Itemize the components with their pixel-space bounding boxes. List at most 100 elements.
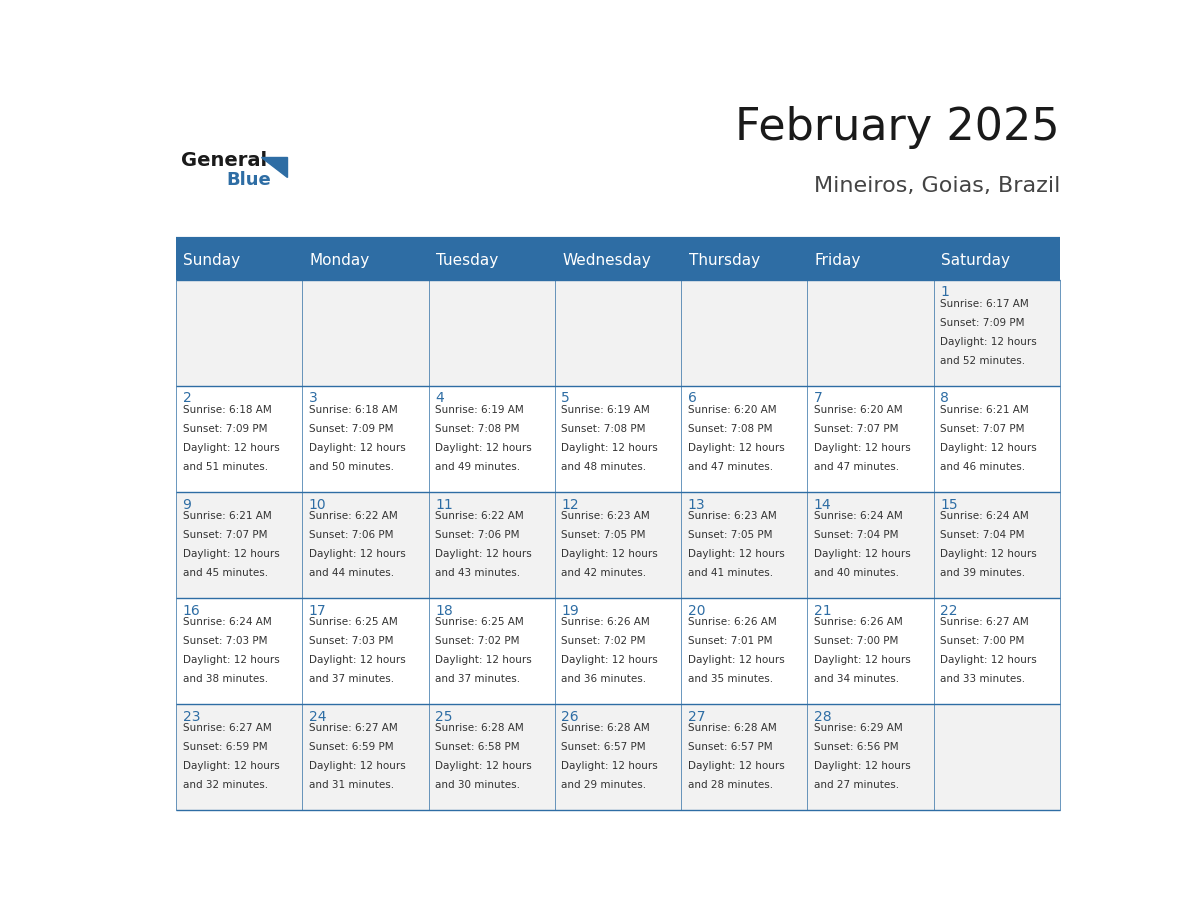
Text: and 29 minutes.: and 29 minutes. xyxy=(562,780,646,790)
Text: 14: 14 xyxy=(814,498,832,511)
Text: Sunset: 6:57 PM: Sunset: 6:57 PM xyxy=(562,742,646,752)
Bar xyxy=(808,280,934,386)
Text: Friday: Friday xyxy=(815,252,861,268)
Text: General: General xyxy=(181,151,267,170)
Text: Sunset: 7:06 PM: Sunset: 7:06 PM xyxy=(309,530,393,540)
Text: and 46 minutes.: and 46 minutes. xyxy=(940,462,1025,472)
Polygon shape xyxy=(261,157,286,176)
Text: and 51 minutes.: and 51 minutes. xyxy=(183,462,267,472)
Text: Sunrise: 6:27 AM: Sunrise: 6:27 AM xyxy=(183,723,271,733)
Text: and 37 minutes.: and 37 minutes. xyxy=(435,674,520,684)
Text: Sunrise: 6:29 AM: Sunrise: 6:29 AM xyxy=(814,723,903,733)
Text: Blue: Blue xyxy=(227,172,272,189)
Text: Sunrise: 6:22 AM: Sunrise: 6:22 AM xyxy=(309,511,398,521)
Text: and 32 minutes.: and 32 minutes. xyxy=(183,780,267,790)
Text: Sunrise: 6:20 AM: Sunrise: 6:20 AM xyxy=(814,405,903,415)
Text: Daylight: 12 hours: Daylight: 12 hours xyxy=(309,655,405,666)
Text: Sunrise: 6:22 AM: Sunrise: 6:22 AM xyxy=(435,511,524,521)
Text: 3: 3 xyxy=(309,391,317,406)
Bar xyxy=(429,386,555,492)
Text: Mineiros, Goias, Brazil: Mineiros, Goias, Brazil xyxy=(814,176,1060,196)
Text: Daylight: 12 hours: Daylight: 12 hours xyxy=(688,443,784,453)
Text: and 49 minutes.: and 49 minutes. xyxy=(435,462,520,472)
Text: 26: 26 xyxy=(562,710,579,723)
Text: and 40 minutes.: and 40 minutes. xyxy=(814,568,899,578)
Bar xyxy=(934,492,1060,598)
Text: Sunset: 6:57 PM: Sunset: 6:57 PM xyxy=(688,742,772,752)
Text: and 36 minutes.: and 36 minutes. xyxy=(562,674,646,684)
Text: Daylight: 12 hours: Daylight: 12 hours xyxy=(814,761,911,771)
Bar xyxy=(429,241,555,280)
Text: Sunset: 7:08 PM: Sunset: 7:08 PM xyxy=(562,424,646,434)
Text: and 34 minutes.: and 34 minutes. xyxy=(814,674,899,684)
Text: and 30 minutes.: and 30 minutes. xyxy=(435,780,520,790)
Text: 6: 6 xyxy=(688,391,696,406)
Text: Sunset: 7:03 PM: Sunset: 7:03 PM xyxy=(183,636,267,646)
Bar xyxy=(555,492,681,598)
Text: Sunset: 6:59 PM: Sunset: 6:59 PM xyxy=(309,742,393,752)
Text: Sunrise: 6:21 AM: Sunrise: 6:21 AM xyxy=(940,405,1029,415)
Bar xyxy=(808,704,934,810)
Text: Sunrise: 6:28 AM: Sunrise: 6:28 AM xyxy=(435,723,524,733)
Bar xyxy=(681,704,808,810)
Bar xyxy=(176,598,303,704)
Text: Daylight: 12 hours: Daylight: 12 hours xyxy=(562,549,658,559)
Bar xyxy=(176,704,303,810)
Text: and 35 minutes.: and 35 minutes. xyxy=(688,674,772,684)
Text: 8: 8 xyxy=(940,391,949,406)
Text: Daylight: 12 hours: Daylight: 12 hours xyxy=(940,655,1037,666)
Text: 9: 9 xyxy=(183,498,191,511)
Text: Sunrise: 6:26 AM: Sunrise: 6:26 AM xyxy=(814,617,903,627)
Text: 10: 10 xyxy=(309,498,327,511)
Text: 16: 16 xyxy=(183,603,201,618)
Text: 24: 24 xyxy=(309,710,327,723)
Bar xyxy=(808,241,934,280)
Text: Sunrise: 6:24 AM: Sunrise: 6:24 AM xyxy=(940,511,1029,521)
Bar xyxy=(681,280,808,386)
Text: 13: 13 xyxy=(688,498,706,511)
Text: Sunset: 7:04 PM: Sunset: 7:04 PM xyxy=(814,530,898,540)
Text: Daylight: 12 hours: Daylight: 12 hours xyxy=(688,761,784,771)
Text: Daylight: 12 hours: Daylight: 12 hours xyxy=(183,761,279,771)
Text: 19: 19 xyxy=(562,603,579,618)
Text: Sunset: 6:59 PM: Sunset: 6:59 PM xyxy=(183,742,267,752)
Bar xyxy=(934,280,1060,386)
Text: Sunset: 7:02 PM: Sunset: 7:02 PM xyxy=(562,636,646,646)
Bar xyxy=(934,704,1060,810)
Text: and 33 minutes.: and 33 minutes. xyxy=(940,674,1025,684)
Text: 25: 25 xyxy=(435,710,453,723)
Text: Daylight: 12 hours: Daylight: 12 hours xyxy=(562,761,658,771)
Text: Sunset: 7:08 PM: Sunset: 7:08 PM xyxy=(688,424,772,434)
Text: Sunrise: 6:21 AM: Sunrise: 6:21 AM xyxy=(183,511,271,521)
Text: 15: 15 xyxy=(940,498,958,511)
Text: Sunset: 7:04 PM: Sunset: 7:04 PM xyxy=(940,530,1025,540)
Text: and 39 minutes.: and 39 minutes. xyxy=(940,568,1025,578)
Text: Daylight: 12 hours: Daylight: 12 hours xyxy=(940,443,1037,453)
Bar xyxy=(176,241,303,280)
Text: Thursday: Thursday xyxy=(689,252,759,268)
Bar xyxy=(934,241,1060,280)
Text: 17: 17 xyxy=(309,603,327,618)
Text: 21: 21 xyxy=(814,603,832,618)
Text: Sunrise: 6:20 AM: Sunrise: 6:20 AM xyxy=(688,405,776,415)
Text: Sunset: 7:07 PM: Sunset: 7:07 PM xyxy=(940,424,1025,434)
Text: Sunrise: 6:18 AM: Sunrise: 6:18 AM xyxy=(183,405,271,415)
Text: Sunset: 7:01 PM: Sunset: 7:01 PM xyxy=(688,636,772,646)
Text: Daylight: 12 hours: Daylight: 12 hours xyxy=(435,655,532,666)
Bar xyxy=(934,598,1060,704)
Text: and 42 minutes.: and 42 minutes. xyxy=(562,568,646,578)
Text: 4: 4 xyxy=(435,391,444,406)
Text: Sunset: 7:03 PM: Sunset: 7:03 PM xyxy=(309,636,393,646)
Text: Daylight: 12 hours: Daylight: 12 hours xyxy=(940,549,1037,559)
Text: Sunrise: 6:19 AM: Sunrise: 6:19 AM xyxy=(562,405,650,415)
Text: 2: 2 xyxy=(183,391,191,406)
Text: 22: 22 xyxy=(940,603,958,618)
Text: Sunset: 7:08 PM: Sunset: 7:08 PM xyxy=(435,424,519,434)
Text: Sunrise: 6:18 AM: Sunrise: 6:18 AM xyxy=(309,405,398,415)
Bar xyxy=(176,492,303,598)
Text: 12: 12 xyxy=(562,498,579,511)
Bar xyxy=(934,386,1060,492)
Bar xyxy=(429,280,555,386)
Bar xyxy=(176,386,303,492)
Text: Daylight: 12 hours: Daylight: 12 hours xyxy=(435,549,532,559)
